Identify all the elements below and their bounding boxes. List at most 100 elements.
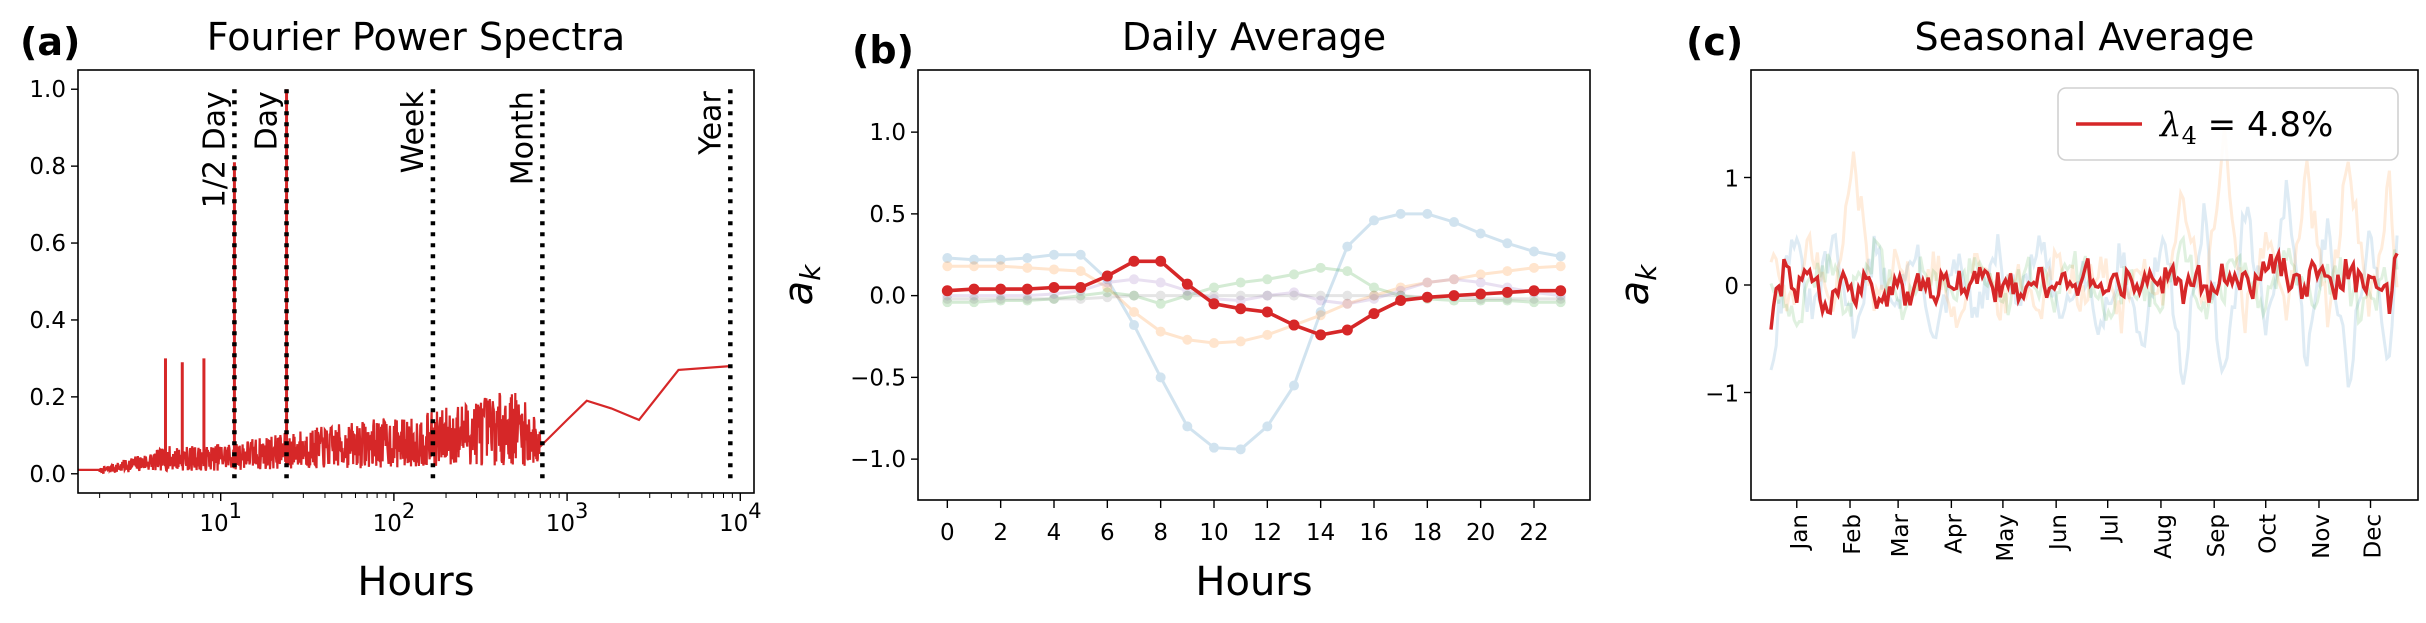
point-b-blue-11 [1235,444,1246,455]
ytick-label-a-2: 0.4 [29,308,66,334]
point-b-blue-2 [995,254,1006,265]
point-b-gray-1 [969,293,979,304]
point-b-green-8 [1155,298,1166,309]
point-b-mode-4-18 [1421,291,1433,303]
point-b-mode-4-19 [1448,290,1460,302]
point-b-orange-10 [1209,338,1219,349]
point-b-mode-4-12 [1261,306,1273,318]
xlabel-b: Hours [1195,559,1312,605]
series-b-blue [942,208,1566,455]
point-b-orange-22 [1529,262,1539,273]
point-b-orange-11 [1235,336,1246,347]
point-b-gray-13 [1289,290,1299,301]
point-b-orange-5 [1075,266,1086,277]
point-b-blue-21 [1502,238,1513,249]
point-b-purple-7 [1129,274,1139,285]
point-b-mode-4-21 [1501,286,1513,298]
vline-label-1: Day [250,91,285,150]
point-b-gray-3 [1022,293,1033,304]
point-b-orange-19 [1449,274,1459,285]
point-b-green-22 [1529,297,1539,308]
point-b-orange-9 [1182,334,1193,345]
point-b-mode-4-2 [995,283,1007,295]
point-b-mode-4-1 [968,283,980,295]
point-b-gray-6 [1102,292,1113,303]
point-b-orange-8 [1155,326,1166,337]
panel-label-c: (c) [1686,20,1743,64]
point-b-orange-23 [1555,261,1566,272]
xlabel-a: Hours [357,559,474,605]
point-b-orange-21 [1502,266,1513,277]
point-b-mode-4-11 [1235,303,1247,315]
point-b-gray-15 [1342,290,1353,301]
point-b-purple-15 [1342,298,1353,309]
point-b-blue-9 [1182,421,1193,432]
series-b-line-orange [947,264,1561,345]
point-b-blue-15 [1342,241,1353,252]
title-a: Fourier Power Spectra [207,15,625,59]
point-b-orange-15 [1342,298,1353,309]
xtick-label-b-9: 18 [1413,520,1442,546]
point-b-blue-19 [1449,217,1459,228]
ylabel-c: ak [1612,263,1663,306]
ytick-label-b-0: −1.0 [850,447,906,473]
point-b-gray-12 [1262,290,1273,301]
point-b-blue-10 [1209,442,1219,453]
point-b-green-21 [1502,295,1513,306]
ytick-label-b-2: 0.0 [869,284,906,310]
point-b-blue-4 [1049,249,1059,260]
point-b-mode-4-23 [1555,285,1567,297]
xtick-label-b-6: 12 [1253,520,1282,546]
vline-label-0: 1/2 Day [197,91,232,208]
title-b: Daily Average [1122,15,1386,59]
point-b-blue-20 [1475,228,1486,239]
point-b-mode-4-16 [1368,308,1380,320]
xtick-label-a-2: 103 [546,499,589,537]
panel-label-a: (a) [20,20,80,64]
point-b-blue-23 [1555,251,1566,262]
point-b-orange-1 [969,261,979,272]
point-b-mode-4-0 [941,285,953,297]
series-b-line-purple [947,277,1561,306]
xtick-label-b-4: 8 [1153,520,1168,546]
point-b-green-2 [995,295,1006,306]
point-b-orange-17 [1395,282,1406,293]
xtick-label-c-6: Jul [2098,514,2124,544]
point-b-gray-16 [1369,290,1379,301]
vline-label-4: Year [693,91,728,156]
point-b-green-0 [942,297,953,308]
point-b-green-14 [1315,262,1326,273]
xtick-label-b-2: 4 [1047,520,1062,546]
point-b-blue-13 [1289,380,1299,391]
ytick-label-b-4: 1.0 [869,120,906,146]
point-b-purple-14 [1315,295,1326,306]
xtick-label-c-0: Jan [1787,514,1813,551]
point-b-orange-0 [942,261,953,272]
point-b-orange-12 [1262,329,1273,340]
ylabel-b: ak [776,263,827,306]
point-b-green-4 [1049,293,1059,304]
spectrum-line [78,365,731,475]
ytick-label-c-1: 0 [1724,274,1739,300]
series-b-line-blue [947,212,1561,451]
xtick-label-a-0: 101 [199,499,242,537]
point-b-gray-5 [1075,293,1086,304]
xtick-label-a-3: 104 [719,499,762,537]
ytick-label-c-0: −1 [1705,382,1739,408]
xtick-label-c-10: Nov [2309,514,2335,559]
point-b-mode-4-17 [1395,295,1407,307]
vline-label-2: Week [396,91,431,174]
point-b-mode-4-8 [1155,255,1167,267]
series-b-line-green [947,266,1561,306]
point-b-purple-17 [1395,285,1406,296]
point-b-mode-4-13 [1288,319,1300,331]
point-b-gray-0 [942,293,953,304]
point-b-green-11 [1235,277,1246,288]
point-b-blue-7 [1129,320,1139,331]
point-b-mode-4-3 [1021,283,1033,295]
xtick-label-b-1: 2 [993,520,1008,546]
series-b-mode-4 [941,255,1567,341]
point-b-mode-4-20 [1475,288,1487,300]
ytick-label-a-0: 0.0 [29,462,66,488]
xtick-label-b-5: 10 [1199,520,1228,546]
